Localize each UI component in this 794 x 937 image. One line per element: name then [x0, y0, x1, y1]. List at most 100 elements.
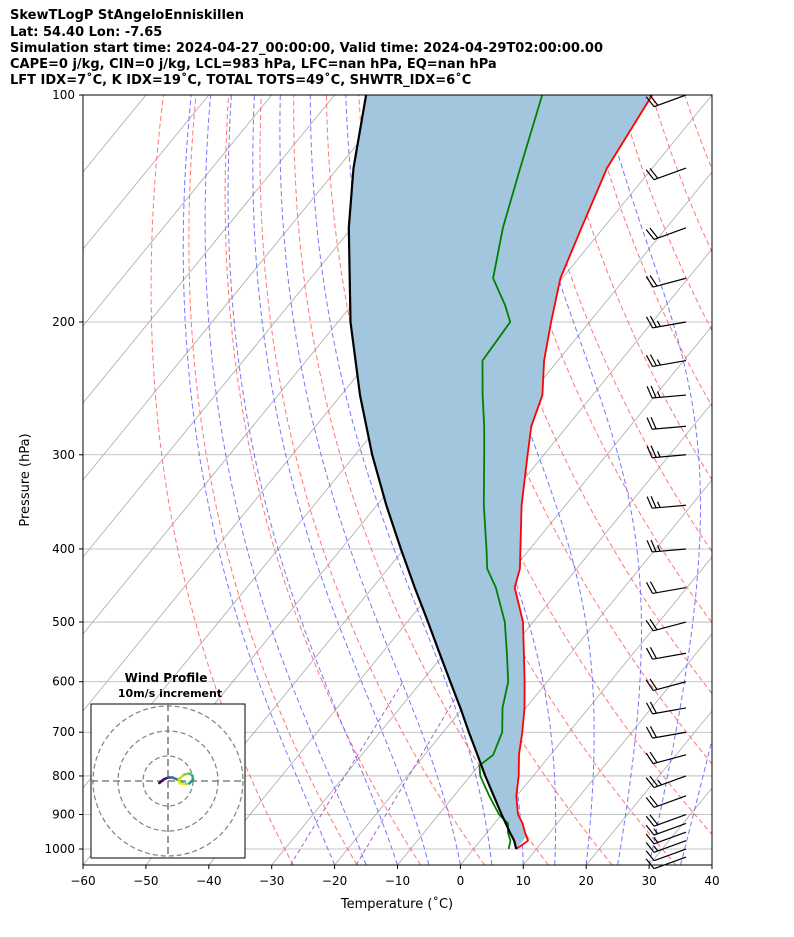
wind-barb — [645, 856, 687, 870]
y-tick-label: 600 — [52, 675, 75, 689]
barb-flag — [649, 227, 659, 239]
barb-half-flag — [656, 359, 661, 366]
y-axis-label: Pressure (hPa) — [18, 433, 33, 526]
barb-flag — [645, 858, 655, 870]
x-tick-label: 30 — [641, 874, 656, 888]
y-tick-label: 700 — [52, 725, 75, 739]
hodograph-plot — [91, 704, 245, 858]
wind-barb — [645, 795, 687, 808]
moist-adiabat — [601, 95, 701, 865]
barb-flag — [645, 619, 654, 632]
moist-adiabat — [182, 95, 336, 865]
wind-barb — [645, 647, 687, 660]
barb-flag — [649, 751, 658, 763]
chart-title: SkewTLogP StAngeloEnniskillen — [10, 8, 244, 23]
barb-flag — [646, 386, 653, 399]
dry-adiabat — [293, 95, 549, 865]
barb-flag — [650, 417, 657, 430]
barb-flag — [646, 496, 653, 509]
barb-flag — [645, 316, 654, 329]
barb-flag — [645, 797, 655, 808]
wind-barb — [645, 315, 687, 329]
moist-adiabat — [279, 95, 461, 865]
barb-staff — [652, 359, 687, 368]
wind-barb — [645, 354, 687, 368]
barb-flag — [645, 582, 654, 594]
dry-adiabat — [521, 95, 712, 553]
barb-staff — [653, 822, 687, 836]
y-tick-label: 800 — [52, 769, 75, 783]
barb-half-flag — [657, 779, 663, 786]
barb-staff — [653, 831, 687, 845]
barb-flag — [646, 417, 653, 430]
moist-adiabat — [680, 737, 712, 865]
x-tick-label: −10 — [385, 874, 410, 888]
wind-barb — [645, 227, 687, 240]
dry-adiabat — [651, 95, 712, 254]
barb-half-flag — [657, 501, 661, 508]
barb-flag — [645, 726, 654, 739]
barb-staff — [653, 848, 687, 862]
barb-staff — [653, 856, 687, 870]
y-tick-label: 300 — [52, 448, 75, 462]
barb-half-flag — [653, 845, 659, 852]
barb-flag — [645, 850, 655, 862]
moist-adiabat — [227, 95, 398, 865]
barb-staff — [653, 813, 687, 827]
barb-flag — [650, 496, 657, 509]
wind-barb — [645, 751, 687, 765]
barb-staff — [652, 652, 687, 660]
x-tick-label: −50 — [133, 874, 158, 888]
wind-barb — [645, 726, 687, 739]
isotherm-0 — [460, 556, 712, 865]
barb-flag — [649, 795, 659, 807]
wind-barb — [646, 385, 687, 399]
barb-flag — [646, 445, 653, 458]
barb-flag — [650, 445, 657, 458]
x-tick-label: 20 — [579, 874, 594, 888]
isotherm--120 — [83, 95, 335, 404]
barb-flag — [645, 647, 654, 660]
isotherm--20 — [334, 402, 712, 865]
wind-barb — [645, 775, 687, 789]
moist-adiabat — [204, 95, 367, 865]
isotherm-20 — [585, 710, 712, 865]
barb-flag — [645, 169, 655, 181]
dry-adiabat — [488, 95, 712, 624]
wind-barb — [646, 539, 687, 553]
hodograph-segment — [188, 778, 195, 785]
barb-half-flag — [657, 545, 661, 552]
wind-barb — [645, 167, 687, 181]
barb-half-flag — [653, 828, 659, 835]
barb-staff — [652, 425, 687, 430]
barb-flag — [645, 752, 654, 764]
barb-flag — [650, 539, 657, 552]
isotherm-40 — [711, 864, 712, 865]
barb-half-flag — [657, 391, 661, 398]
y-tick-label: 1000 — [44, 842, 75, 856]
isotherm-30 — [648, 787, 712, 865]
profile-lines — [347, 95, 653, 850]
y-tick-label: 900 — [52, 808, 75, 822]
x-tick-label: −20 — [322, 874, 347, 888]
barb-flag — [645, 229, 655, 240]
mixing-ratio-line — [290, 681, 404, 865]
x-tick-label: 40 — [704, 874, 719, 888]
barb-flag — [645, 842, 655, 853]
barb-staff — [653, 277, 687, 288]
y-tick-label: 500 — [52, 615, 75, 629]
temperature-line — [513, 95, 653, 850]
x-tick-label: −30 — [259, 874, 284, 888]
moist-adiabat — [309, 95, 493, 865]
dry-adiabat — [188, 95, 358, 865]
barb-staff — [653, 94, 687, 108]
wind-barb — [645, 831, 687, 845]
dewpoint-line — [478, 95, 544, 850]
barb-flag — [649, 701, 657, 714]
hodograph-inset: Wind Profile 10m/s increment — [90, 671, 246, 859]
axes: −60 −50 −40 −30 −20 −10 0 10 20 30 40 100 200 300 400 5… — [44, 88, 719, 888]
barb-flag — [649, 94, 659, 106]
wind-barb — [645, 848, 687, 862]
dry-adiabat — [684, 95, 712, 171]
wind-barb — [646, 445, 687, 459]
